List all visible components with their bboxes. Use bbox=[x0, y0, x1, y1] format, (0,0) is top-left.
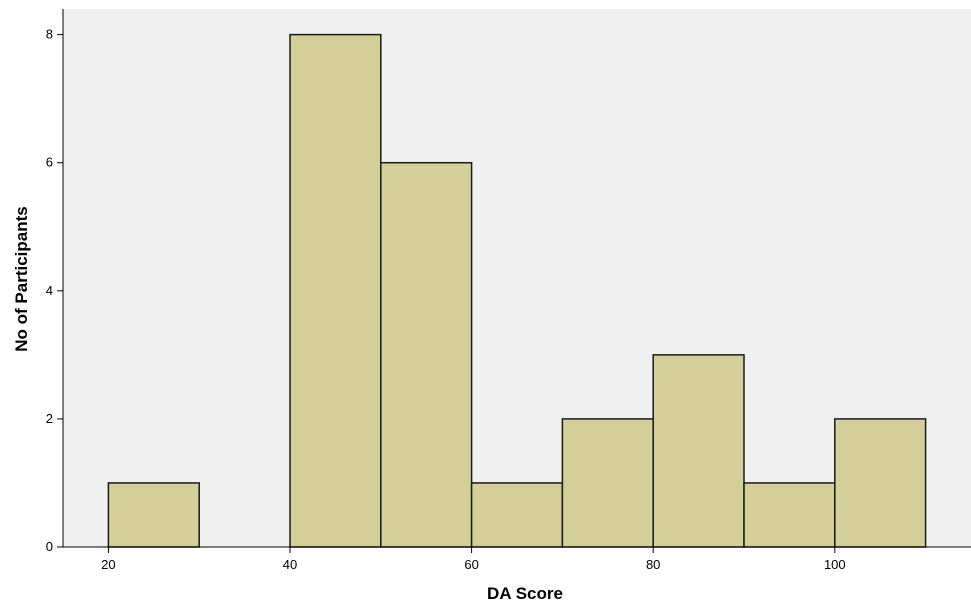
histogram-bar-80-90 bbox=[652, 354, 745, 548]
y-tick-label-4: 8 bbox=[46, 27, 53, 42]
y-tick-label-1: 2 bbox=[46, 411, 53, 426]
x-tick-label-4: 100 bbox=[824, 557, 846, 572]
y-tick-label-3: 6 bbox=[46, 155, 53, 170]
x-axis-title: DA Score bbox=[487, 584, 563, 603]
x-tick-label-2: 60 bbox=[464, 557, 478, 572]
ticks-group: 20 40 60 80 100 0 2 4 6 8 bbox=[46, 27, 846, 572]
histogram-bar-60-70 bbox=[470, 482, 564, 548]
plot-area bbox=[63, 9, 971, 547]
axes-group bbox=[62, 9, 971, 548]
x-tick-label-3: 80 bbox=[646, 557, 660, 572]
bars-group bbox=[107, 33, 927, 548]
y-tick-label-2: 4 bbox=[46, 283, 53, 298]
histogram-bar-90-100 bbox=[743, 482, 836, 548]
x-tick-label-0: 20 bbox=[101, 557, 115, 572]
histogram-bar-20-30 bbox=[107, 482, 200, 548]
y-tick-label-0: 0 bbox=[46, 539, 53, 554]
histogram-bar-100-110 bbox=[834, 418, 927, 548]
histogram-bar-40-50 bbox=[289, 33, 382, 548]
histogram-bar-50-60 bbox=[380, 161, 473, 548]
histogram-bar-70-80 bbox=[561, 418, 654, 548]
x-tick-label-1: 40 bbox=[283, 557, 297, 572]
y-axis-title: No of Participants bbox=[12, 206, 31, 351]
